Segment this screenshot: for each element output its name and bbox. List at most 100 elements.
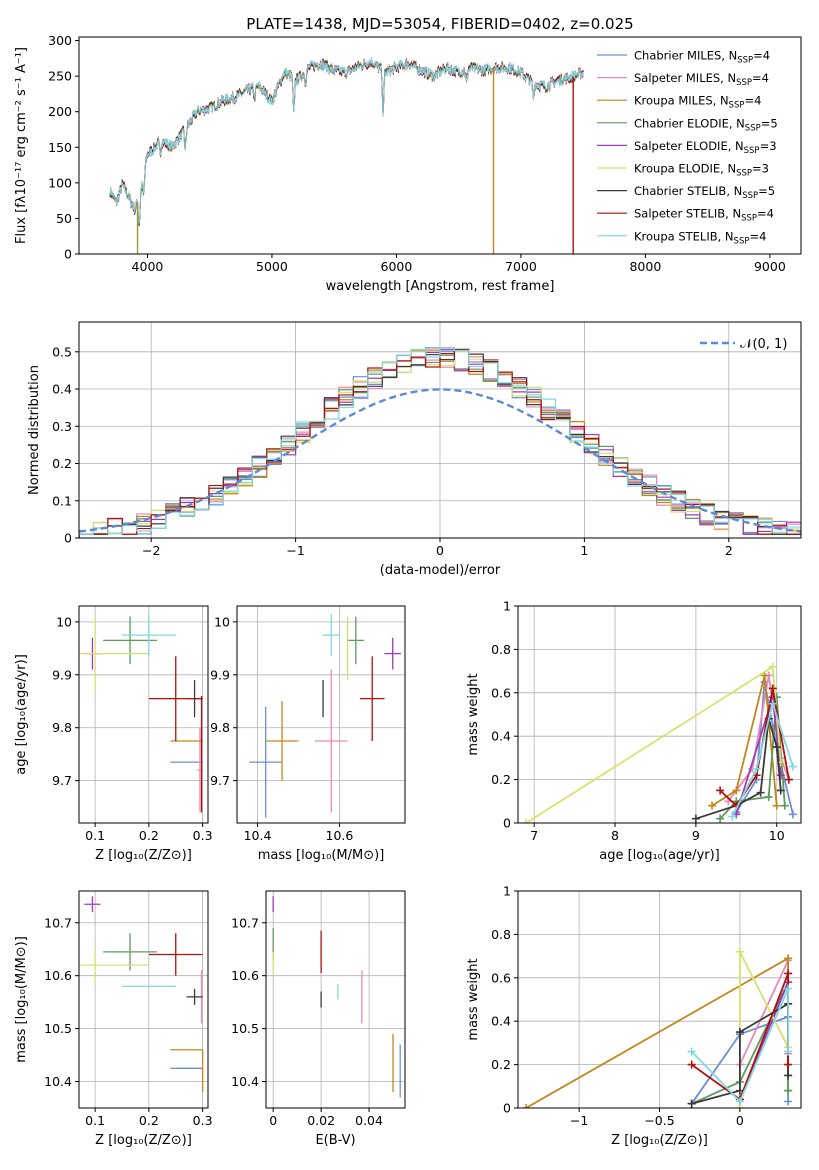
weight-marker [784, 1071, 793, 1080]
weight-marker [687, 1047, 696, 1056]
plot-area [79, 347, 801, 538]
y-tick-label: 0 [64, 247, 72, 262]
x-tick-label: 0.02 [307, 1113, 335, 1128]
weight-line [695, 718, 782, 820]
weight-line [525, 956, 789, 1108]
y-tick-label: 200 [48, 104, 72, 119]
y-tick-label: 10.5 [44, 1021, 72, 1036]
x-tick-label: 0.3 [193, 828, 213, 843]
weight-marker [716, 814, 725, 823]
x-tick-label: −2 [142, 543, 160, 558]
x-axis-label: wavelength [Angstrom, rest frame] [326, 279, 555, 294]
x-tick-label: 0.04 [355, 1113, 383, 1128]
weight-marker [784, 1060, 793, 1069]
weight-marker [784, 954, 793, 963]
x-axis-label: E(B-V) [315, 1133, 355, 1148]
y-tick-label: 9.7 [52, 773, 72, 788]
weight-vs-age-panel: 7 8 9 10 0 0.2 0.4 0.6 0.8 1 age [log₁₀(age/yr)] ma… [466, 599, 802, 863]
x-tick-label: 10.6 [326, 828, 354, 843]
y-axis-label: Normed distribution [27, 365, 42, 495]
weight-marker [764, 792, 773, 801]
y-tick-label: 150 [48, 140, 72, 155]
spectrum-line [109, 59, 584, 227]
spectrum-legend: Chabrier MILES, NSSP=4 Salpeter MILES, NS… [597, 49, 778, 246]
weight-marker [784, 984, 793, 993]
y-tick-label: 0.6 [491, 970, 511, 985]
weight-marker [752, 764, 761, 773]
weight-marker [687, 1099, 696, 1108]
weight-marker [784, 1086, 793, 1095]
legend-label: Kroupa MILES, NSSP=4 [634, 94, 761, 111]
weight-marker [522, 1104, 531, 1108]
axes-frame [78, 36, 802, 255]
x-axis-label: Z [log₁₀(Z/Z⊙)] [95, 848, 192, 863]
y-tick-label: 0.8 [491, 927, 511, 942]
age-vs-z-panel: 0.1 0.2 0.3 9.7 9.8 9.9 10 Z [log₁₀(Z/Z⊙)] age [… [14, 605, 213, 863]
x-tick-label: 0 [269, 1113, 277, 1128]
y-tick-label: 10.7 [231, 915, 259, 930]
y-tick-label: 0 [503, 1101, 511, 1116]
x-tick-label: 0.2 [139, 1113, 159, 1128]
spectrum-line [109, 57, 584, 225]
y-axis-label: mass weight [466, 958, 481, 1040]
x-axis-label: Z [log₁₀(Z/Z⊙)] [611, 1133, 708, 1148]
plot-area [522, 662, 797, 823]
axes-frame [265, 890, 406, 1109]
x-tick-label: 0 [736, 1113, 744, 1128]
residuals-panel: −2 −1 0 1 2 0 0.1 0.2 0.3 0.4 0.5 (data-model)/erro… [27, 321, 802, 578]
weight-marker [772, 743, 781, 752]
y-tick-label: 1 [503, 599, 511, 614]
x-tick-label: 1 [580, 543, 588, 558]
weight-marker [756, 788, 765, 797]
legend-label: Salpeter ELODIE, NSSP=3 [634, 139, 777, 156]
weight-marker [522, 819, 531, 823]
weight-marker [735, 1028, 744, 1037]
weight-marker [708, 801, 717, 810]
y-axis-label: mass [log₁₀(M/M⊙)] [14, 936, 29, 1063]
weight-marker [728, 812, 737, 821]
normal-curve [79, 388, 801, 533]
x-tick-label: 0.1 [85, 1113, 105, 1128]
x-tick-label: 10.4 [244, 828, 272, 843]
weight-vs-z-panel: −1 −0.5 0 0 0.2 0.4 0.6 0.8 1 Z [log₁₀(Z/Z⊙)] mass… [466, 884, 802, 1148]
axes-frame [236, 605, 406, 824]
y-axis-label: age [log₁₀(age/yr)] [14, 654, 29, 775]
y-tick-label: 9.8 [52, 720, 72, 735]
weight-line [739, 960, 789, 1065]
x-axis-label: Z [log₁₀(Z/Z⊙)] [95, 1133, 192, 1148]
weight-marker [784, 1047, 793, 1056]
plot-area [272, 896, 401, 1098]
y-tick-label: 9.9 [52, 667, 72, 682]
x-tick-label: −1 [570, 1113, 588, 1128]
legend-label: Salpeter STELIB, NSSP=4 [634, 207, 774, 224]
spectrum-line [109, 58, 584, 226]
weight-marker [735, 1097, 744, 1106]
x-axis-label: mass [log₁₀(M/M⊙)] [258, 848, 385, 863]
y-tick-label: 0.8 [491, 642, 511, 657]
x-axis-label: age [log₁₀(age/yr)] [599, 848, 720, 863]
x-tick-label: 8 [611, 828, 619, 843]
y-tick-label: 0.4 [52, 382, 72, 397]
y-tick-label: 250 [48, 69, 72, 84]
y-tick-label: 100 [48, 175, 72, 190]
weight-marker [732, 786, 741, 795]
y-tick-label: 10 [214, 614, 230, 629]
plot-area [109, 56, 584, 254]
y-tick-label: 1 [503, 884, 511, 899]
y-tick-label: 10.5 [231, 1021, 259, 1036]
plot-area [522, 947, 793, 1108]
x-tick-label: 10 [769, 828, 785, 843]
weight-marker [772, 801, 781, 810]
weight-marker [784, 775, 793, 784]
x-tick-label: −0.5 [644, 1113, 674, 1128]
y-tick-label: 0.2 [491, 772, 511, 787]
weight-marker [735, 947, 744, 956]
spectrum-line [109, 57, 584, 225]
y-axis-label: mass weight [466, 673, 481, 755]
x-tick-label: 6000 [381, 259, 413, 274]
x-tick-label: 8000 [629, 259, 661, 274]
y-tick-label: 0.6 [491, 685, 511, 700]
plot-area [249, 613, 401, 818]
spectrum-panel: 4000 5000 6000 7000 8000 9000 0 50 100 150 200 250 3… [14, 33, 802, 294]
